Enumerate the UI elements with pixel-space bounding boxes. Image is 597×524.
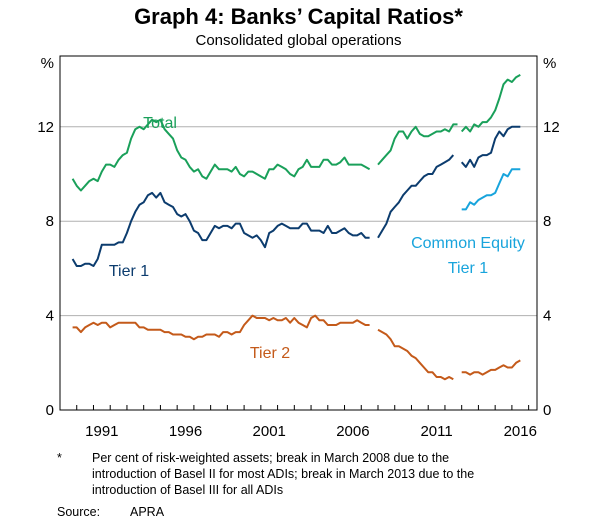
footnote-text: Per cent of risk-weighted assets; break … [92,450,562,498]
series-line [72,314,370,341]
series-line [461,168,521,211]
y-tick-label-left: 0 [46,402,54,419]
series-line [460,125,521,168]
series-label-cet1: Common Equity [411,235,525,252]
series-line [460,74,521,133]
series-line [71,118,371,192]
series-line [377,123,458,166]
x-tick-label: 2016 [504,423,537,440]
y-tick-label-left: 8 [46,213,54,230]
series-label-tier1: Tier 1 [109,263,149,280]
series-line [71,191,370,267]
series-line [377,328,454,381]
y-unit-right: % [543,55,556,72]
y-tick-label-right: 0 [543,402,551,419]
footnote-line: introduction of Basel III for all ADIs [92,483,284,497]
series-line [377,154,455,239]
y-tick-label-right: 4 [543,308,551,325]
series-line [461,359,521,376]
source-label: Source: [57,505,101,519]
series-label-cet1: Tier 1 [448,260,488,277]
y-tick-label-left: 12 [37,119,54,136]
x-tick-label: 2011 [420,423,452,440]
x-tick-label: 2001 [253,423,286,440]
footnote-line: Per cent of risk-weighted assets; break … [92,451,450,465]
plot-frame [59,55,538,411]
source-value: APRA [130,505,165,519]
x-tick-label: 2006 [336,423,369,440]
x-tick-label: 1996 [169,423,202,440]
y-tick-label-left: 4 [46,308,54,325]
y-unit-left: % [41,55,54,72]
y-tick-label-right: 8 [543,213,551,230]
series-label-total: Total [143,115,177,132]
y-tick-label-right: 12 [543,119,560,136]
chart-subtitle: Consolidated global operations [195,32,402,49]
footnote-marker: * [57,451,62,465]
series-label-tier2: Tier 2 [250,345,290,362]
footnote-line: introduction of Basel II for most ADIs; … [92,467,475,481]
x-tick-label: 1991 [85,423,118,440]
chart-title: Graph 4: Banks’ Capital Ratios* [134,4,463,29]
